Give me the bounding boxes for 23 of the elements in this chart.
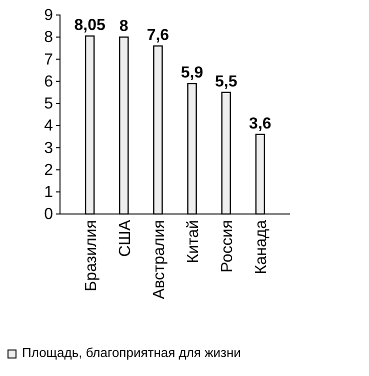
data-label: 8 (119, 18, 128, 36)
y-tick-label: 6 (44, 73, 54, 90)
x-tick-label: Канада (253, 220, 270, 274)
data-label: 5,5 (214, 73, 238, 90)
y-tick-label: 8 (44, 29, 54, 46)
x-tick-label: США (116, 220, 134, 257)
y-tick-label: 7 (44, 51, 54, 68)
x-tick-label: Китай (185, 220, 202, 264)
y-tick-label: 9 (44, 7, 54, 24)
x-tick-label: Бразилия (82, 220, 100, 292)
data-label: 3,6 (249, 115, 272, 132)
y-tick-label: 2 (44, 162, 54, 179)
y-tick-label: 0 (44, 206, 54, 224)
data-label: 7,6 (146, 26, 170, 44)
y-tick-label: 4 (44, 118, 54, 135)
legend-label: Площадь, благоприятная для жизни (22, 345, 241, 360)
y-tick-label: 1 (44, 184, 54, 202)
x-tick-label: Россия (219, 220, 236, 272)
x-tick-label: Австралия (150, 220, 168, 300)
y-tick-label: 3 (44, 140, 54, 157)
data-label: 5,9 (180, 64, 204, 82)
y-tick-label: 5 (44, 96, 54, 113)
data-label: 8,05 (74, 17, 106, 34)
